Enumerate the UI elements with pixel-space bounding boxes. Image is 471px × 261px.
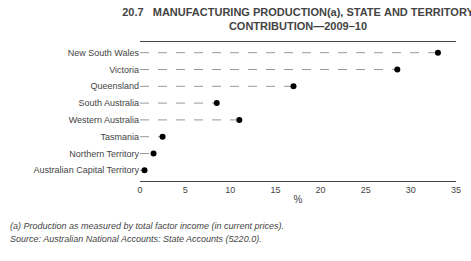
svg-text:25: 25 (361, 185, 371, 195)
svg-text:0: 0 (137, 185, 142, 195)
svg-text:10: 10 (225, 185, 235, 195)
svg-text:20.7 MANUFACTURING PRODUCTIO: 20.7 MANUFACTURING PRODUCTION(a), STATE … (122, 6, 471, 32)
svg-text:30: 30 (406, 185, 416, 195)
svg-text:5: 5 (183, 185, 188, 195)
svg-text:%: % (294, 194, 303, 205)
svg-text:15: 15 (270, 185, 280, 195)
svg-text:Queensland: Queensland (90, 81, 139, 91)
svg-text:Northern Territory: Northern Territory (69, 149, 139, 159)
svg-text:Western Australia: Western Australia (69, 115, 139, 125)
svg-text:Victoria: Victoria (109, 65, 139, 75)
svg-text:35: 35 (451, 185, 461, 195)
svg-text:New South Wales: New South Wales (68, 48, 140, 58)
svg-text:20: 20 (316, 185, 326, 195)
svg-text:Australian Capital Territory: Australian Capital Territory (34, 165, 140, 175)
svg-text:South Australia: South Australia (78, 98, 139, 108)
svg-text:(a) Production as measured by: (a) Production as measured by total fact… (10, 221, 284, 231)
svg-text:Source: Australian National Ac: Source: Australian National Accounts: St… (10, 234, 262, 244)
svg-text:Tasmania: Tasmania (100, 132, 139, 142)
